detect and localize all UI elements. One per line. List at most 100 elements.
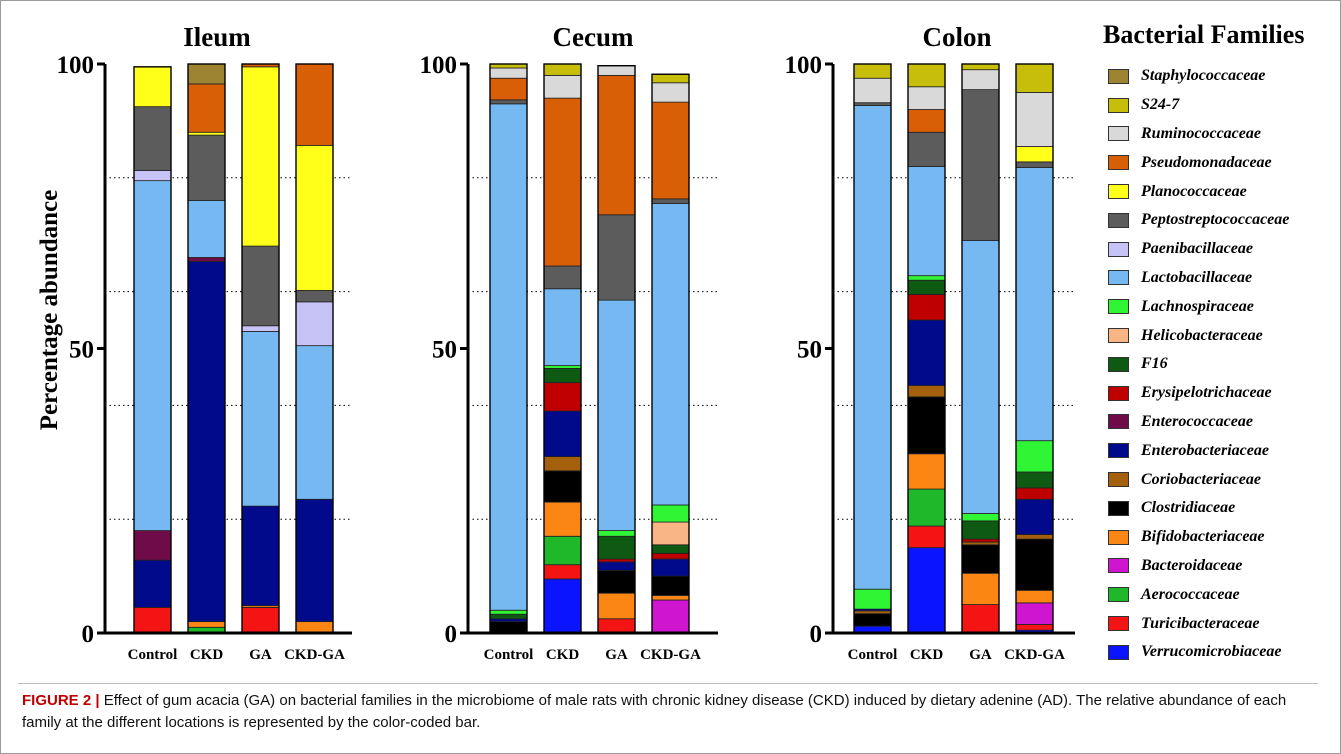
- bar-segment: [133, 559, 172, 608]
- bar-segment: [241, 325, 280, 332]
- stacked-bar-charts: Ileum Control CKD GA CKD-GA 0 50 100 Cecum Contro…: [57, 22, 1075, 663]
- legend-swatch: [1108, 529, 1129, 545]
- bar-segment: [295, 63, 334, 146]
- bar-segment: [651, 73, 690, 84]
- legend-item: Enterobacteriaceae: [1108, 436, 1289, 465]
- bar-segment: [1015, 161, 1054, 168]
- x-tick-label: Control: [848, 647, 898, 663]
- legend-item: Erysipelotrichaceae: [1108, 379, 1289, 408]
- bar-segment: [961, 541, 1000, 546]
- bar-segment: [597, 570, 636, 594]
- bar-segment: [133, 66, 172, 108]
- x-tick-label: CKD-GA: [284, 647, 345, 663]
- legend-item: Lachnospiraceae: [1108, 292, 1289, 321]
- bar-segment: [651, 552, 690, 560]
- bar-segment: [543, 470, 582, 503]
- bar-segment: [907, 63, 946, 88]
- caption-divider: [18, 683, 1318, 684]
- bar-segment: [1015, 146, 1054, 163]
- bar-segment: [961, 544, 1000, 574]
- bar-segment: [489, 67, 528, 79]
- bar-segment: [1015, 63, 1054, 93]
- legend-swatch: [1108, 155, 1129, 171]
- x-tick-label: CKD-GA: [1004, 647, 1065, 663]
- bar-segment: [543, 265, 582, 290]
- bar-segment: [543, 410, 582, 458]
- bar-segment: [295, 290, 334, 303]
- y-tick-label: 50: [69, 337, 94, 364]
- bar-segment: [907, 275, 946, 281]
- legend-label: Pseudomonadaceae: [1141, 153, 1272, 171]
- bar-segment: [295, 301, 334, 347]
- bar-segment: [907, 319, 946, 386]
- bar-segment: [543, 63, 582, 76]
- legend-item: Peptostreptococcaceae: [1108, 206, 1289, 235]
- legend-item: S24-7: [1108, 91, 1289, 120]
- legend-swatch: [1108, 212, 1129, 228]
- legend-swatch: [1108, 126, 1129, 142]
- legend-label: Coriobacteriaceae: [1141, 470, 1261, 488]
- bar-segment: [961, 63, 1000, 71]
- bar-segment: [543, 382, 582, 412]
- legend-swatch: [1108, 184, 1129, 200]
- bar-segment: [961, 520, 1000, 540]
- legend-label: Erysipelotrichaceae: [1141, 384, 1272, 402]
- legend-swatch: [1108, 587, 1129, 603]
- bar-segment: [907, 525, 946, 549]
- x-tick-label: CKD: [546, 647, 580, 663]
- x-tick-label: GA: [249, 647, 272, 663]
- y-tick-label: 50: [797, 337, 822, 364]
- bar-segment: [187, 83, 226, 133]
- x-tick-label: GA: [605, 647, 628, 663]
- legend-swatch: [1108, 385, 1129, 401]
- legend-swatch: [1108, 472, 1129, 488]
- legend-label: Aerococcaceae: [1141, 585, 1240, 603]
- legend-label: Peptostreptococcaceae: [1141, 211, 1290, 229]
- bar-segment: [853, 610, 892, 615]
- legend-label: Planococcaceae: [1141, 182, 1247, 200]
- bar-segment: [241, 505, 280, 607]
- bar-segment: [907, 385, 946, 398]
- bar-segment: [1015, 440, 1054, 473]
- bar-segment: [853, 588, 892, 610]
- bar-segment: [907, 86, 946, 110]
- bar-segment: [241, 331, 280, 507]
- legend-label: Lachnospiraceae: [1141, 297, 1254, 315]
- bar-segment: [597, 561, 636, 571]
- bar-segment: [1015, 538, 1054, 591]
- bar-segment: [597, 592, 636, 620]
- bar-segment: [543, 456, 582, 472]
- bar-segment: [907, 131, 946, 167]
- bar-segment: [907, 396, 946, 455]
- bar-segment: [597, 299, 636, 531]
- bar-segment: [651, 558, 690, 577]
- bar-segment: [489, 99, 528, 105]
- panel-title: Cecum: [553, 22, 634, 52]
- bar-segment: [651, 203, 690, 506]
- bar-segment: [133, 170, 172, 182]
- bar-segment: [907, 547, 946, 634]
- legend-swatch: [1108, 500, 1129, 516]
- legend-item: Helicobacteraceae: [1108, 321, 1289, 350]
- bar-segment: [597, 558, 636, 563]
- bar-segment: [187, 63, 226, 85]
- bar-segment: [543, 97, 582, 267]
- figure-caption: FIGURE 2 | Effect of gum acacia (GA) on …: [22, 690, 1317, 734]
- bar-segment: [853, 77, 892, 104]
- bar-segment: [543, 365, 582, 369]
- caption-label: FIGURE 2 |: [22, 692, 100, 709]
- bar-segment: [187, 621, 226, 628]
- legend-item: Lactobacillaceae: [1108, 264, 1289, 293]
- bar-segment: [961, 69, 1000, 91]
- legend-item: Ruminococcaceae: [1108, 120, 1289, 149]
- bar-segment: [907, 453, 946, 490]
- legend-item: Staphylococcaceae: [1108, 62, 1289, 91]
- bar-segment: [295, 498, 334, 623]
- bar-segment: [187, 134, 226, 201]
- legend-label: Enterobacteriaceae: [1141, 441, 1269, 459]
- legend-label: Ruminococcaceae: [1141, 124, 1261, 142]
- bar-segment: [651, 101, 690, 200]
- bar-segment: [597, 74, 636, 216]
- legend-swatch: [1108, 414, 1129, 430]
- bar-segment: [961, 513, 1000, 522]
